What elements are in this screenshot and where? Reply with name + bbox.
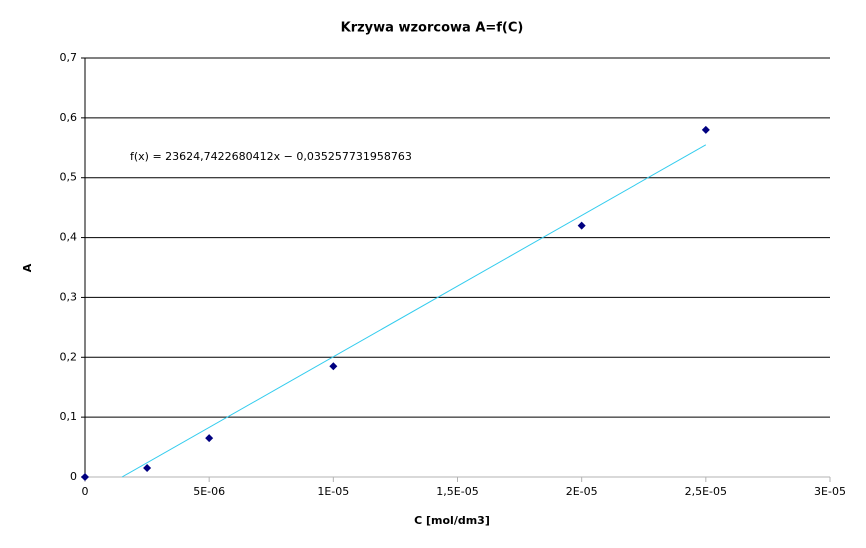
- x-tick-label: 1,5E-05: [436, 485, 478, 498]
- trendline: [121, 144, 707, 478]
- trendline-equation: f(x) = 23624,7422680412x − 0,03525773195…: [130, 150, 412, 163]
- point: [329, 362, 338, 371]
- chart-title: Krzywa wzorcowa A=f(C): [341, 21, 524, 36]
- y-tick-label: 0,3: [60, 290, 78, 303]
- y-tick-label: 0: [70, 470, 77, 483]
- x-tick-label: 0: [82, 485, 89, 498]
- y-tick-label: 0,7: [60, 51, 78, 64]
- y-tick-label: 0,5: [60, 171, 78, 184]
- y-tick-label: 0,1: [60, 410, 78, 423]
- x-tick-label: 2,5E-05: [685, 485, 727, 498]
- point: [143, 464, 152, 473]
- point: [205, 434, 214, 443]
- y-tick-label: 0,4: [60, 231, 78, 244]
- point: [81, 473, 89, 481]
- x-tick-label: 5E-06: [193, 485, 225, 498]
- x-tick-label: 2E-05: [566, 485, 598, 498]
- point: [577, 221, 586, 230]
- x-tick-label: 3E-05: [814, 485, 846, 498]
- x-axis-title: C [mol/dm3]: [414, 514, 490, 527]
- point: [701, 125, 710, 134]
- y-tick-label: 0,2: [60, 350, 78, 363]
- y-axis-title: A: [21, 263, 34, 272]
- y-tick-label: 0,6: [60, 111, 78, 124]
- x-tick-label: 1E-05: [317, 485, 349, 498]
